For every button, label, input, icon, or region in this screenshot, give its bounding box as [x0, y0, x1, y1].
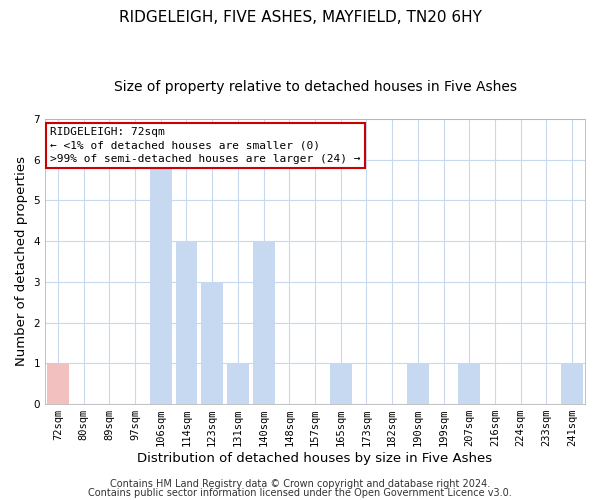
Bar [253, 241, 275, 404]
Bar [150, 160, 172, 404]
Bar [407, 364, 429, 404]
Title: Size of property relative to detached houses in Five Ashes: Size of property relative to detached ho… [113, 80, 517, 94]
Bar [330, 364, 352, 404]
Text: RIDGELEIGH, FIVE ASHES, MAYFIELD, TN20 6HY: RIDGELEIGH, FIVE ASHES, MAYFIELD, TN20 6… [119, 10, 481, 25]
X-axis label: Distribution of detached houses by size in Five Ashes: Distribution of detached houses by size … [137, 452, 493, 465]
Bar [561, 364, 583, 404]
Bar [176, 241, 197, 404]
Bar [227, 364, 249, 404]
Text: Contains HM Land Registry data © Crown copyright and database right 2024.: Contains HM Land Registry data © Crown c… [110, 479, 490, 489]
Text: Contains public sector information licensed under the Open Government Licence v3: Contains public sector information licen… [88, 488, 512, 498]
Bar [458, 364, 480, 404]
Bar [201, 282, 223, 404]
Bar [47, 364, 69, 404]
Y-axis label: Number of detached properties: Number of detached properties [15, 156, 28, 366]
Text: RIDGELEIGH: 72sqm
← <1% of detached houses are smaller (0)
>99% of semi-detached: RIDGELEIGH: 72sqm ← <1% of detached hous… [50, 128, 361, 164]
